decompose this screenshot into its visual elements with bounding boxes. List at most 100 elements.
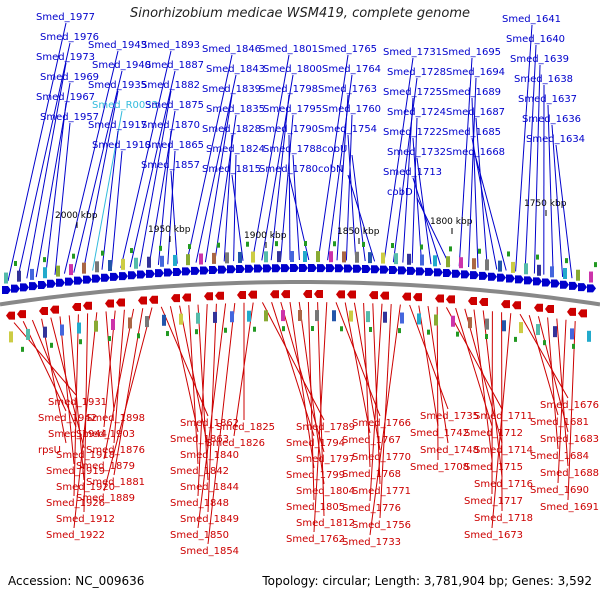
bottom-gene-label: Smed_1748: [420, 445, 479, 456]
bottom-gene-label: Smed_1756: [352, 520, 411, 531]
feature-box-upper: [368, 252, 372, 264]
feature-box-upper: [290, 251, 294, 263]
top-gene-line: [402, 97, 414, 263]
bottom-gene-label: Smed_1931: [48, 397, 107, 408]
feature-box-lower: [417, 313, 421, 325]
feature-mark-green: [159, 245, 162, 251]
bottom-gene-line: [528, 315, 559, 416]
feature-mark-green: [275, 241, 278, 247]
bottom-gene-line: [557, 319, 567, 484]
bottom-gene-line: [418, 305, 439, 427]
feature-mark-green: [130, 248, 133, 254]
top-gene-line: [383, 57, 414, 262]
top-gene-label: Smed_1725: [383, 87, 442, 98]
bottom-gene-label: Smed_1789: [296, 422, 355, 433]
reverse-gene-arrow: [446, 295, 455, 304]
top-gene-label: Smed_1765: [318, 44, 377, 55]
top-gene-label: Smed_1957: [40, 112, 99, 123]
top-gene-label: Smed_1875: [145, 100, 204, 111]
feature-box-lower: [230, 311, 234, 323]
top-gene-label: Smed_1815: [202, 164, 261, 175]
bottom-gene-label: Smed_1794: [286, 438, 345, 449]
feature-box-upper: [277, 251, 281, 263]
feature-mark-green: [108, 336, 111, 342]
bottom-gene-label: Smed_1804: [296, 486, 355, 497]
forward-gene-arrow: [209, 266, 218, 275]
reverse-gene-arrow: [171, 294, 180, 303]
top-gene-label: Smed_1887: [145, 60, 204, 71]
bottom-gene-line: [436, 306, 439, 461]
feature-box-lower: [60, 324, 64, 336]
feature-box-upper: [69, 264, 73, 276]
top-gene-label: cobU: [322, 144, 347, 155]
top-gene-label: Smed_1641: [502, 14, 561, 25]
map-title: Sinorhizobium medicae WSM419, complete g…: [129, 6, 471, 21]
bottom-gene-label: Smed_1684: [530, 451, 589, 462]
feature-box-lower: [111, 318, 115, 330]
feature-mark-green: [398, 328, 401, 334]
forward-gene-arrow: [560, 280, 569, 289]
top-gene-line: [82, 90, 119, 272]
feature-box-upper: [589, 271, 593, 283]
bottom-gene-label: Smed_1771: [352, 486, 411, 497]
forward-gene-arrow: [128, 271, 137, 280]
feature-box-lower: [128, 317, 132, 329]
forward-gene-arrow: [110, 272, 119, 281]
feature-box-upper: [498, 260, 502, 272]
forward-gene-arrow: [407, 266, 416, 275]
feature-mark-green: [253, 326, 256, 332]
bottom-gene-label: Smed_1733: [342, 537, 401, 548]
forward-gene-arrow: [587, 284, 596, 293]
bottom-gene-label: Smed_1812: [296, 518, 355, 529]
bottom-gene-label: Smed_1844: [180, 482, 239, 493]
top-gene-label: Smed_1969: [40, 72, 99, 83]
feature-box-lower: [587, 330, 591, 342]
bottom-gene-label: Smed_1797: [296, 454, 355, 465]
forward-gene-arrow: [146, 269, 155, 278]
top-gene-line: [170, 170, 178, 264]
forward-gene-arrow: [317, 264, 326, 273]
bottom-gene-label: Smed_1854: [180, 546, 239, 557]
bottom-gene-label: Smed_1918: [56, 450, 115, 461]
feature-mark-green: [485, 334, 488, 340]
bottom-gene-line: [547, 317, 559, 450]
bottom-gene-label: Smed_1879: [76, 461, 135, 472]
top-gene-label: Smed_1828: [202, 124, 261, 135]
feature-mark-green: [594, 262, 597, 268]
top-gene-line: [345, 114, 353, 261]
bottom-gene-label: Smed_1826: [206, 438, 265, 449]
feature-box-lower: [485, 318, 489, 330]
bottom-gene-line: [307, 302, 315, 501]
feature-box-lower: [162, 314, 166, 326]
feature-box-lower: [264, 310, 268, 322]
top-gene-line: [7, 22, 67, 282]
bottom-gene-label: Smed_1942: [38, 413, 97, 424]
feature-mark-green: [536, 254, 539, 260]
top-gene-label: Smed_1764: [322, 64, 381, 75]
feature-mark-green: [21, 346, 24, 352]
top-gene-label: Smed_1689: [442, 87, 501, 98]
reverse-gene-arrow: [402, 292, 411, 301]
forward-gene-arrow: [497, 273, 506, 282]
top-gene-line: [26, 62, 67, 279]
feature-box-upper: [420, 254, 424, 266]
reverse-gene-arrow: [347, 290, 356, 299]
top-gene-line: [110, 150, 123, 269]
forward-gene-arrow: [569, 281, 578, 290]
forward-gene-arrow: [65, 277, 74, 286]
feature-box-lower: [349, 310, 353, 322]
bottom-gene-label: Smed_1742: [410, 428, 469, 439]
bottom-gene-label: Smed_1715: [464, 462, 523, 473]
scale-label: 1800 kbp: [430, 217, 473, 227]
reverse-gene-arrow: [182, 293, 191, 302]
top-gene-label: Smed_1893: [141, 40, 200, 51]
top-gene-label: Smed_1722: [383, 127, 442, 138]
reverse-gene-arrow: [138, 296, 147, 305]
top-gene-label: Smed_1801: [259, 44, 318, 55]
feature-mark-green: [217, 242, 220, 248]
top-gene-label: Smed_1790: [259, 124, 318, 135]
bottom-gene-line: [197, 304, 208, 497]
forward-gene-arrow: [326, 264, 335, 273]
feature-box-lower: [553, 326, 557, 338]
